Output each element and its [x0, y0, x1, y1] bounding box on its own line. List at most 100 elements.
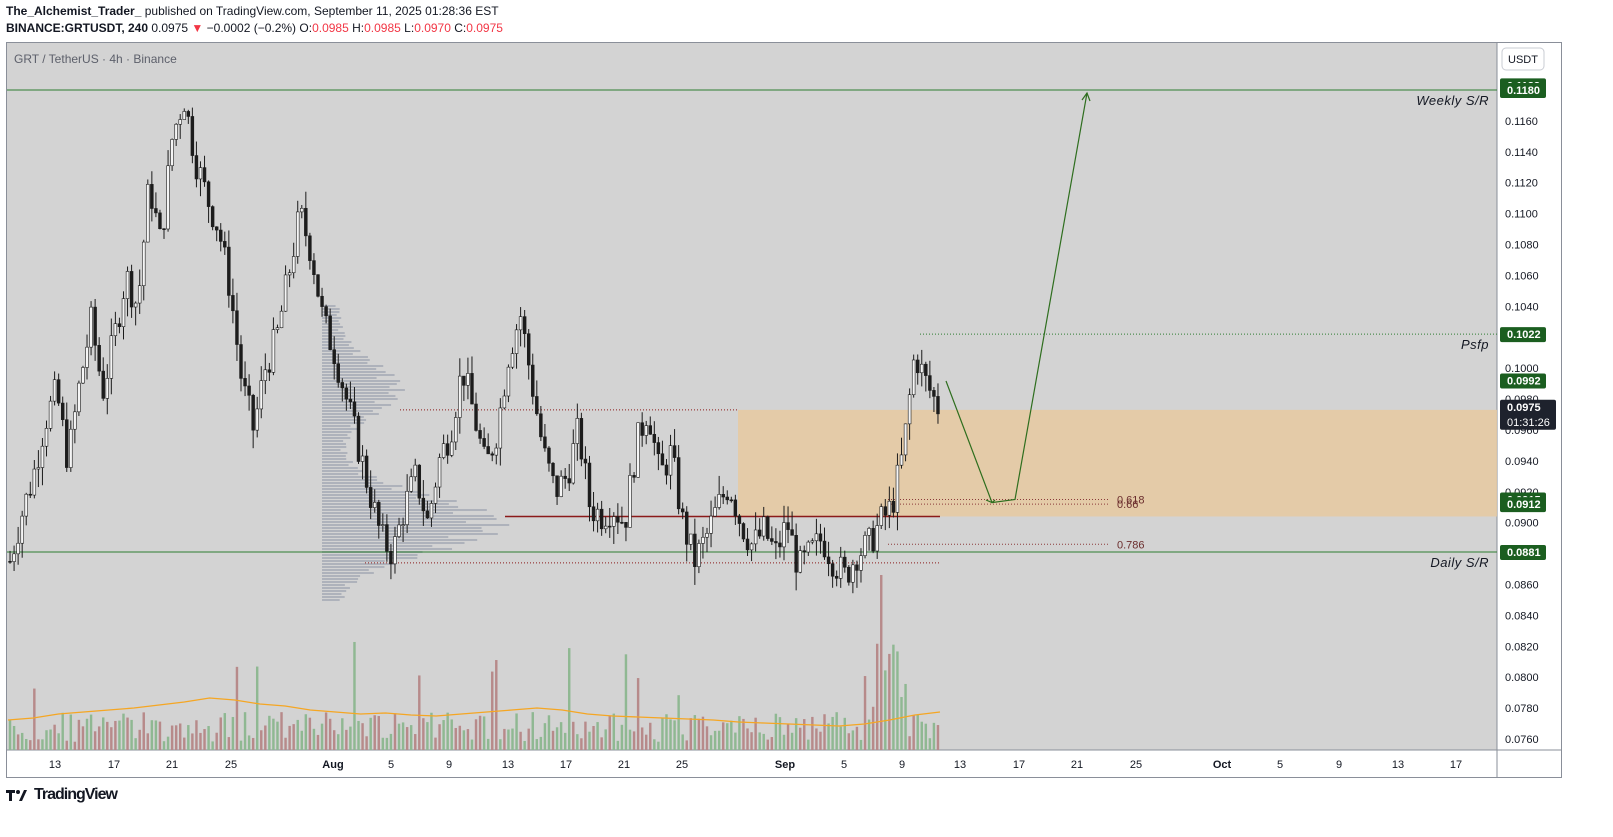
- volume-bar: [458, 725, 462, 750]
- candle-body: [859, 555, 863, 571]
- volume-profile-bar: [322, 518, 497, 520]
- x-tick-label: 17: [1013, 759, 1025, 771]
- candle-body: [259, 380, 263, 410]
- high-value: 0.0985: [364, 21, 401, 35]
- volume-bar: [57, 733, 60, 750]
- volume-profile-bar: [322, 326, 343, 328]
- price-label-box: [1500, 399, 1556, 430]
- candle-body: [591, 506, 596, 522]
- chart-title: GRT / TetherUS · 4h · Binance: [14, 52, 177, 66]
- volume-bar: [251, 737, 255, 750]
- candle-body: [685, 511, 689, 545]
- volume-bar: [815, 728, 818, 750]
- y-tick-label: 0.1160: [1505, 116, 1538, 128]
- volume-profile-bar: [322, 410, 373, 412]
- volume-bar: [304, 714, 308, 750]
- candle-body: [466, 373, 470, 386]
- candle-body: [142, 241, 146, 286]
- volume-profile-bar: [322, 359, 370, 361]
- candle-body: [494, 447, 499, 456]
- volume-bar: [422, 718, 425, 750]
- price-label-text: 0.1022: [1507, 329, 1541, 341]
- candle-body: [518, 316, 523, 331]
- volume-bar: [316, 734, 320, 750]
- candle-body: [745, 538, 750, 551]
- candle-body: [28, 493, 33, 496]
- candle-body: [778, 542, 782, 548]
- candle-body: [701, 536, 705, 544]
- candle-body: [603, 525, 608, 530]
- volume-ma-line: [7, 697, 941, 727]
- candle-body: [206, 181, 211, 207]
- candle-body: [717, 494, 721, 508]
- author-name[interactable]: The_Alchemist_Trader_: [6, 4, 142, 18]
- candle-body: [563, 475, 567, 479]
- volume-bar: [657, 741, 660, 750]
- volume-profile-bar: [322, 374, 395, 376]
- currency-button: [1501, 47, 1545, 71]
- volume-bar: [875, 643, 879, 750]
- volume-profile-bar: [322, 431, 352, 433]
- volume-bar: [701, 716, 705, 750]
- volume-bar: [454, 727, 457, 750]
- volume-bar: [754, 717, 757, 750]
- candle-body: [510, 353, 515, 368]
- volume-bar: [102, 717, 105, 750]
- volume-bar: [531, 712, 534, 750]
- candle-body: [656, 442, 661, 455]
- volume-bar: [243, 712, 247, 750]
- candle-body: [920, 363, 924, 374]
- volume-bar: [353, 641, 356, 750]
- volume-profile-bar: [322, 401, 375, 403]
- volume-bar: [924, 723, 928, 750]
- candle-body: [514, 329, 519, 354]
- candle-body: [16, 542, 20, 555]
- candle-body: [121, 298, 126, 327]
- candle-body: [166, 165, 170, 230]
- candle-body: [620, 521, 624, 524]
- volume-bar: [592, 726, 595, 750]
- candle-body: [680, 508, 685, 513]
- y-tick-label: 0.1000: [1505, 363, 1539, 375]
- price-label-box: [1500, 373, 1546, 389]
- candle-body: [506, 366, 511, 397]
- volume-bar: [693, 715, 697, 750]
- candle-body: [551, 462, 555, 477]
- volume-bar: [49, 729, 52, 750]
- change-down-icon: ▼: [191, 21, 204, 35]
- candle-body: [77, 382, 81, 413]
- y-tick-label: 0.0760: [1505, 734, 1539, 746]
- volume-bar: [709, 735, 713, 750]
- candle-body: [555, 475, 559, 497]
- price-label-text: 0.1180: [1507, 85, 1540, 97]
- volume-bar: [839, 726, 842, 750]
- symbol-name: BINANCE:GRTUSDT, 240: [6, 21, 149, 35]
- volume-bar: [588, 731, 591, 750]
- volume-profile-bar: [322, 305, 336, 307]
- volume-profile-bar: [322, 437, 351, 439]
- candle-body: [231, 295, 235, 312]
- volume-bar: [235, 666, 239, 750]
- volume-bar: [272, 718, 275, 750]
- volume-bar: [442, 720, 445, 750]
- price-axis-background: [1497, 43, 1562, 750]
- candle-body: [44, 428, 49, 447]
- volume-bar: [292, 724, 295, 750]
- footer-brand[interactable]: TradingView: [6, 786, 118, 804]
- candle-body: [843, 556, 847, 568]
- candle-body: [81, 367, 85, 384]
- volume-bar: [616, 740, 620, 750]
- volume-bar: [25, 738, 28, 750]
- volume-bar: [742, 718, 745, 750]
- volume-bar: [600, 737, 603, 750]
- volume-profile-bar: [322, 554, 418, 556]
- volume-bar: [199, 732, 202, 750]
- volume-bar: [81, 726, 85, 750]
- volume-profile-bar: [322, 542, 465, 544]
- candle-body: [458, 375, 462, 418]
- volume-bar: [916, 714, 919, 750]
- candle-body: [105, 378, 109, 399]
- symbol-info: BINANCE:GRTUSDT, 240 0.0975 ▼ −0.0002 (−…: [6, 21, 503, 35]
- candle-body: [85, 346, 89, 368]
